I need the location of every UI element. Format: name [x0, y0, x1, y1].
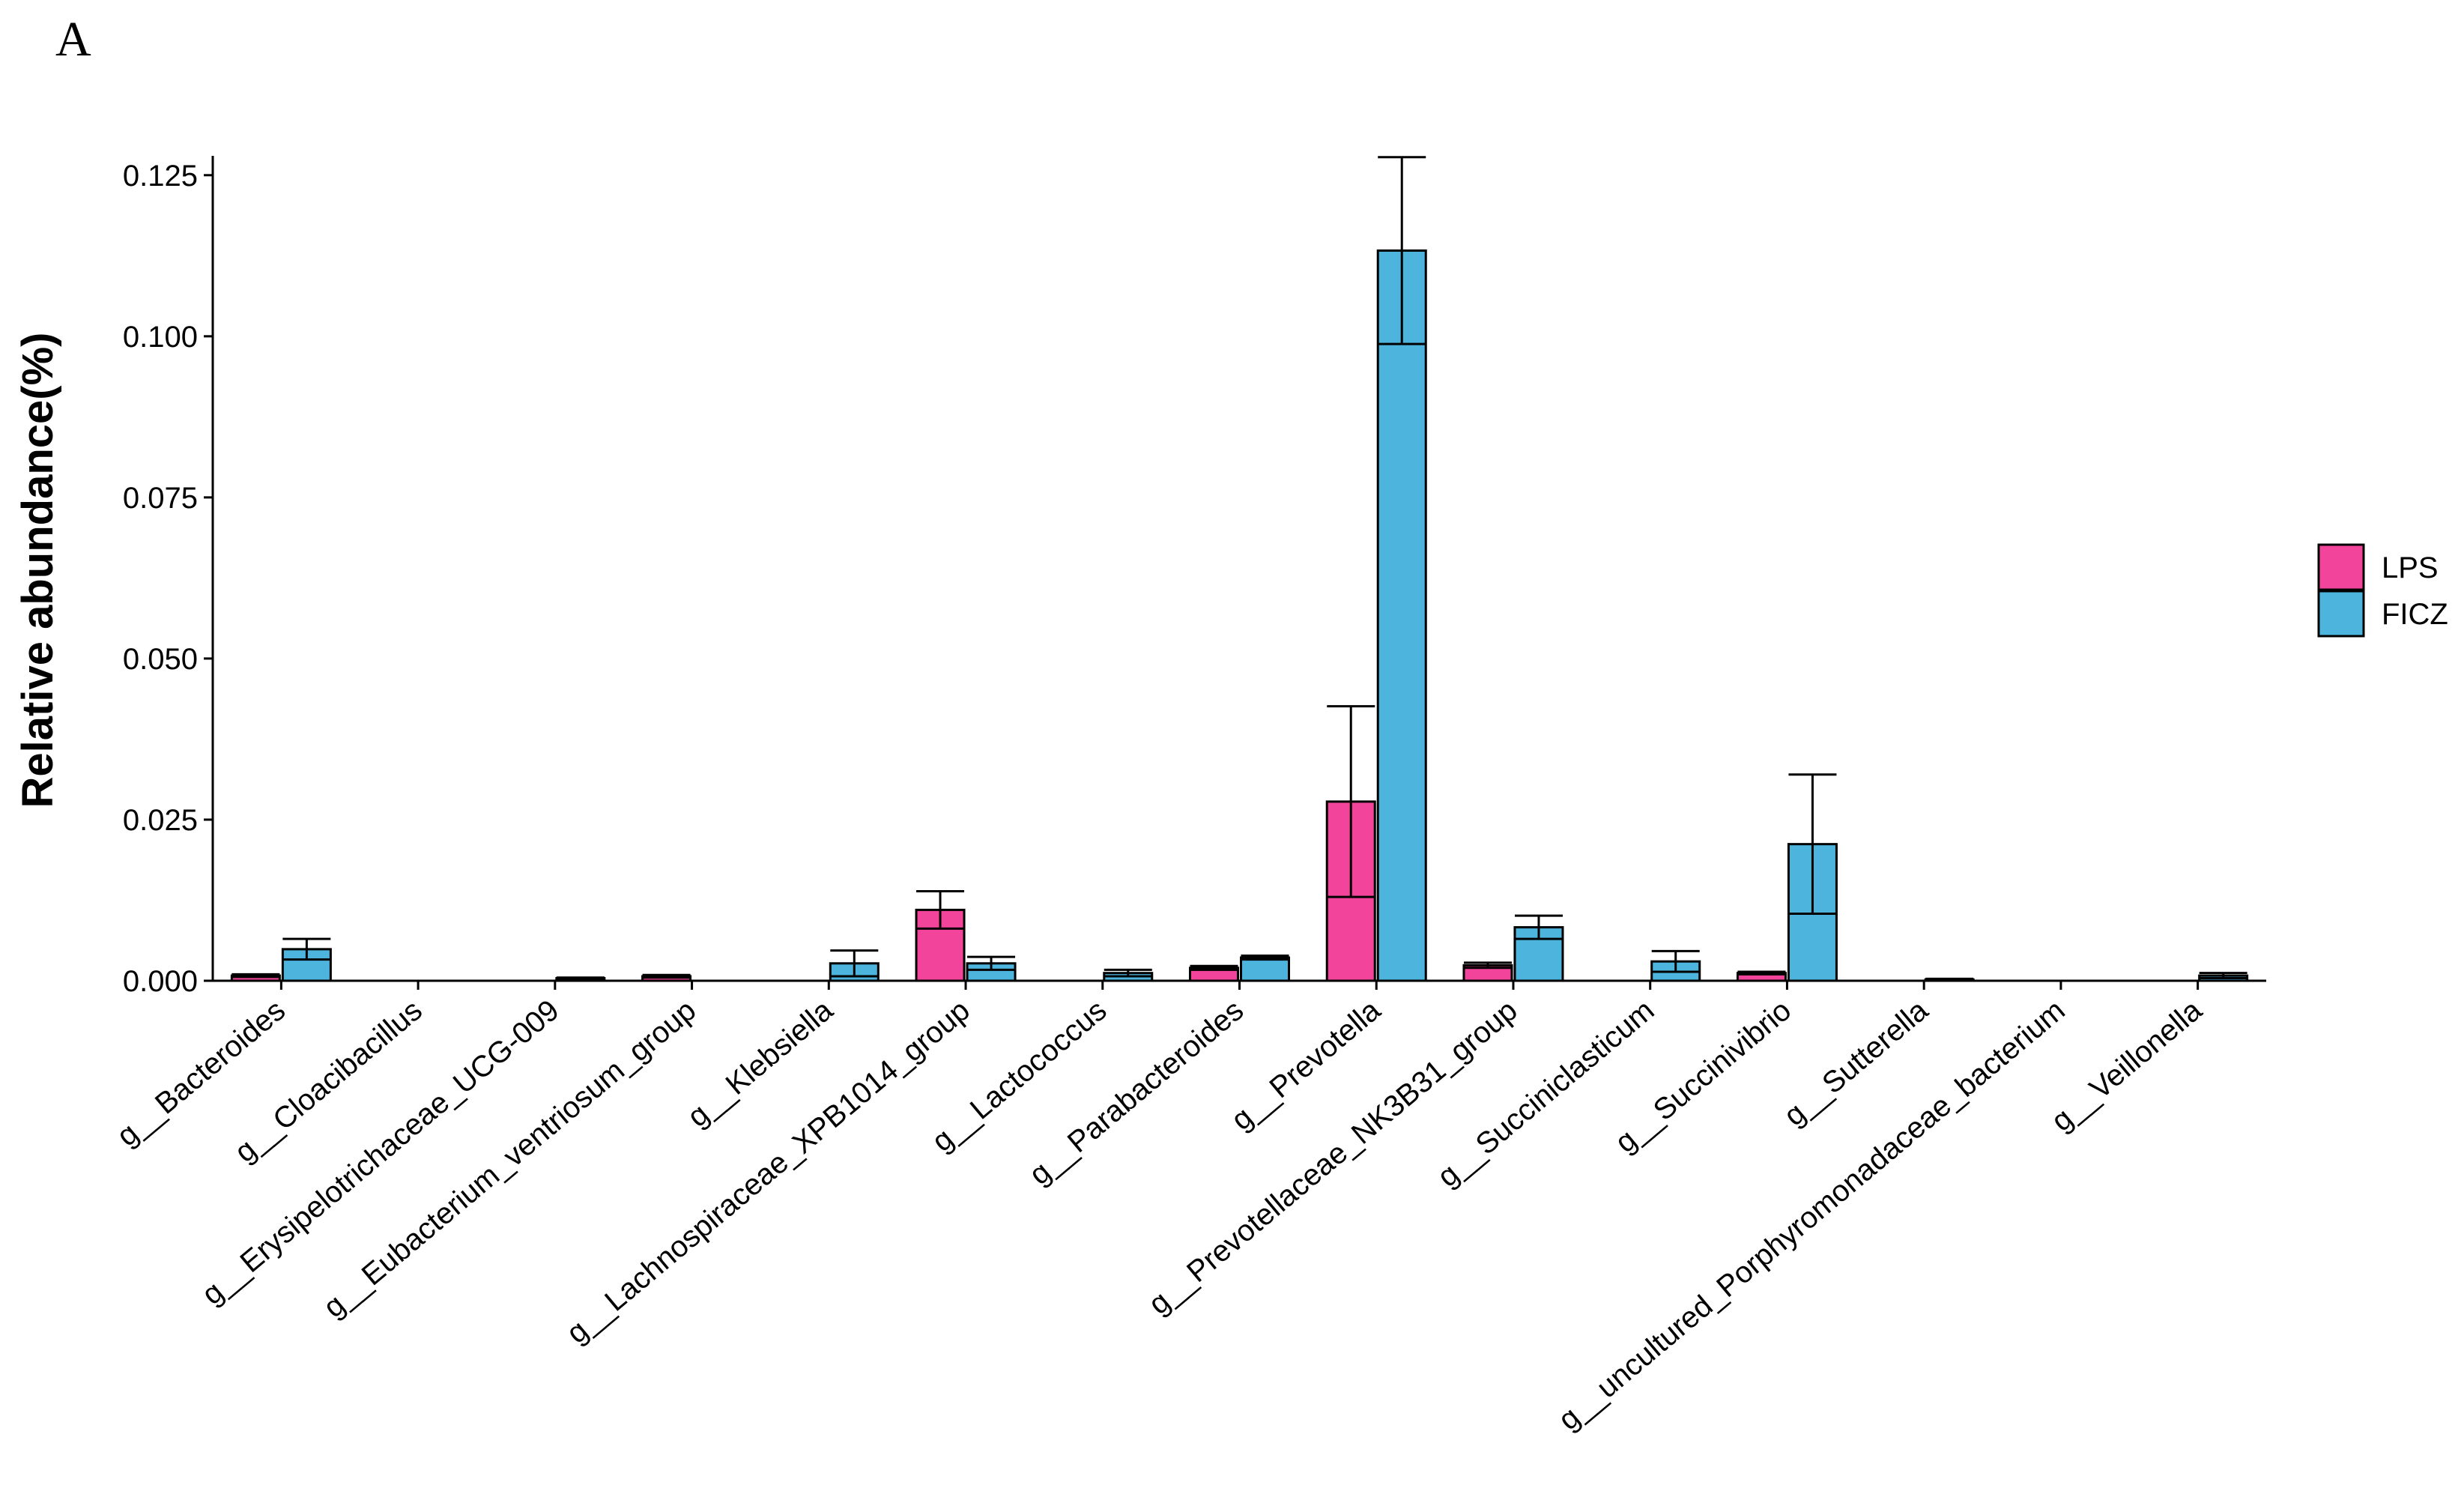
- y-tick-label: 0.125: [123, 160, 198, 193]
- legend-swatch-ficz: [2317, 590, 2365, 638]
- y-tick-label: 0.000: [123, 965, 198, 998]
- x-tick-label: g__Veillonella: [2045, 994, 2209, 1138]
- legend-swatch-lps: [2317, 543, 2365, 591]
- x-tick-label: g__uncultured_Porphyromonadaceae_bacteri…: [1552, 994, 2071, 1436]
- bar-ficz-8: [1376, 249, 1427, 982]
- plot-area: 0.0000.0250.0500.0750.1000.125g__Bactero…: [111, 156, 2266, 1436]
- legend-label-lps: LPS: [2382, 551, 2439, 584]
- y-axis-label: Relative abundance(%): [13, 333, 62, 808]
- y-tick-label: 0.025: [123, 804, 198, 837]
- y-tick-label: 0.100: [123, 321, 198, 354]
- y-tick-label: 0.050: [123, 643, 198, 676]
- bar-ficz-7: [1240, 956, 1290, 982]
- y-tick-label: 0.075: [123, 482, 198, 515]
- legend-label-ficz: FICZ: [2382, 598, 2448, 631]
- legend: LPS FICZ: [2317, 543, 2448, 638]
- panel-label: A: [55, 12, 91, 67]
